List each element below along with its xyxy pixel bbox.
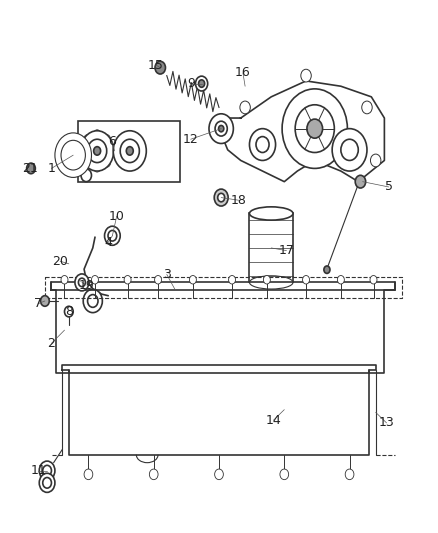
- Text: 15: 15: [148, 59, 164, 71]
- Bar: [78, 120, 180, 182]
- Text: 7: 7: [34, 297, 42, 310]
- Circle shape: [209, 114, 233, 143]
- Circle shape: [355, 175, 366, 188]
- Text: 1: 1: [47, 162, 55, 175]
- Circle shape: [219, 125, 224, 132]
- Circle shape: [303, 276, 310, 284]
- Circle shape: [307, 119, 322, 138]
- Circle shape: [75, 274, 89, 291]
- Text: 5: 5: [385, 181, 393, 193]
- Text: 13: 13: [379, 416, 395, 430]
- Circle shape: [78, 278, 85, 287]
- Circle shape: [155, 276, 162, 284]
- Circle shape: [61, 276, 68, 284]
- Bar: [250, 214, 293, 282]
- Circle shape: [55, 133, 92, 177]
- Text: 9: 9: [187, 77, 194, 90]
- Text: 17: 17: [279, 244, 294, 257]
- Text: 4: 4: [104, 236, 112, 249]
- Circle shape: [345, 469, 354, 480]
- Circle shape: [295, 105, 334, 152]
- Circle shape: [282, 89, 347, 168]
- Circle shape: [155, 61, 166, 74]
- Circle shape: [324, 266, 330, 273]
- Circle shape: [94, 147, 101, 155]
- Circle shape: [120, 139, 139, 163]
- Circle shape: [229, 276, 236, 284]
- Circle shape: [43, 465, 51, 476]
- Text: 12: 12: [183, 133, 198, 146]
- Circle shape: [218, 193, 225, 202]
- Text: 3: 3: [163, 268, 171, 281]
- Text: 8: 8: [65, 305, 73, 318]
- Circle shape: [332, 128, 367, 171]
- Circle shape: [39, 461, 55, 480]
- Circle shape: [198, 80, 205, 87]
- Circle shape: [43, 478, 51, 488]
- Circle shape: [83, 289, 102, 313]
- Circle shape: [27, 163, 35, 174]
- Circle shape: [149, 469, 158, 480]
- Text: 10: 10: [109, 209, 125, 223]
- Circle shape: [362, 101, 372, 114]
- Circle shape: [214, 189, 228, 206]
- Circle shape: [280, 469, 289, 480]
- Circle shape: [341, 139, 358, 160]
- Circle shape: [250, 128, 276, 160]
- Text: 11: 11: [31, 464, 46, 477]
- Circle shape: [92, 276, 99, 284]
- Circle shape: [41, 296, 49, 306]
- Circle shape: [301, 69, 311, 82]
- Circle shape: [88, 295, 98, 308]
- Circle shape: [126, 147, 133, 155]
- Circle shape: [81, 169, 92, 182]
- Text: 16: 16: [235, 67, 251, 79]
- Text: 2: 2: [47, 337, 55, 350]
- Circle shape: [64, 306, 73, 317]
- Text: 6: 6: [109, 135, 117, 148]
- Circle shape: [370, 276, 377, 284]
- Text: 18: 18: [231, 193, 247, 207]
- Circle shape: [371, 154, 381, 167]
- Circle shape: [256, 136, 269, 152]
- Circle shape: [189, 276, 196, 284]
- Circle shape: [215, 121, 227, 136]
- Text: 19: 19: [78, 279, 94, 292]
- Circle shape: [113, 131, 146, 171]
- Circle shape: [105, 226, 120, 245]
- Circle shape: [108, 230, 117, 241]
- Ellipse shape: [250, 207, 293, 220]
- Circle shape: [88, 139, 107, 163]
- Circle shape: [124, 276, 131, 284]
- Ellipse shape: [250, 276, 293, 289]
- Circle shape: [263, 276, 270, 284]
- Circle shape: [61, 140, 85, 170]
- Circle shape: [215, 469, 223, 480]
- Text: 14: 14: [265, 414, 281, 427]
- Text: 20: 20: [52, 255, 68, 268]
- Circle shape: [39, 473, 55, 492]
- Text: 21: 21: [22, 162, 38, 175]
- Circle shape: [84, 469, 93, 480]
- Circle shape: [195, 76, 208, 91]
- Circle shape: [337, 276, 344, 284]
- Circle shape: [240, 101, 251, 114]
- Circle shape: [81, 131, 114, 171]
